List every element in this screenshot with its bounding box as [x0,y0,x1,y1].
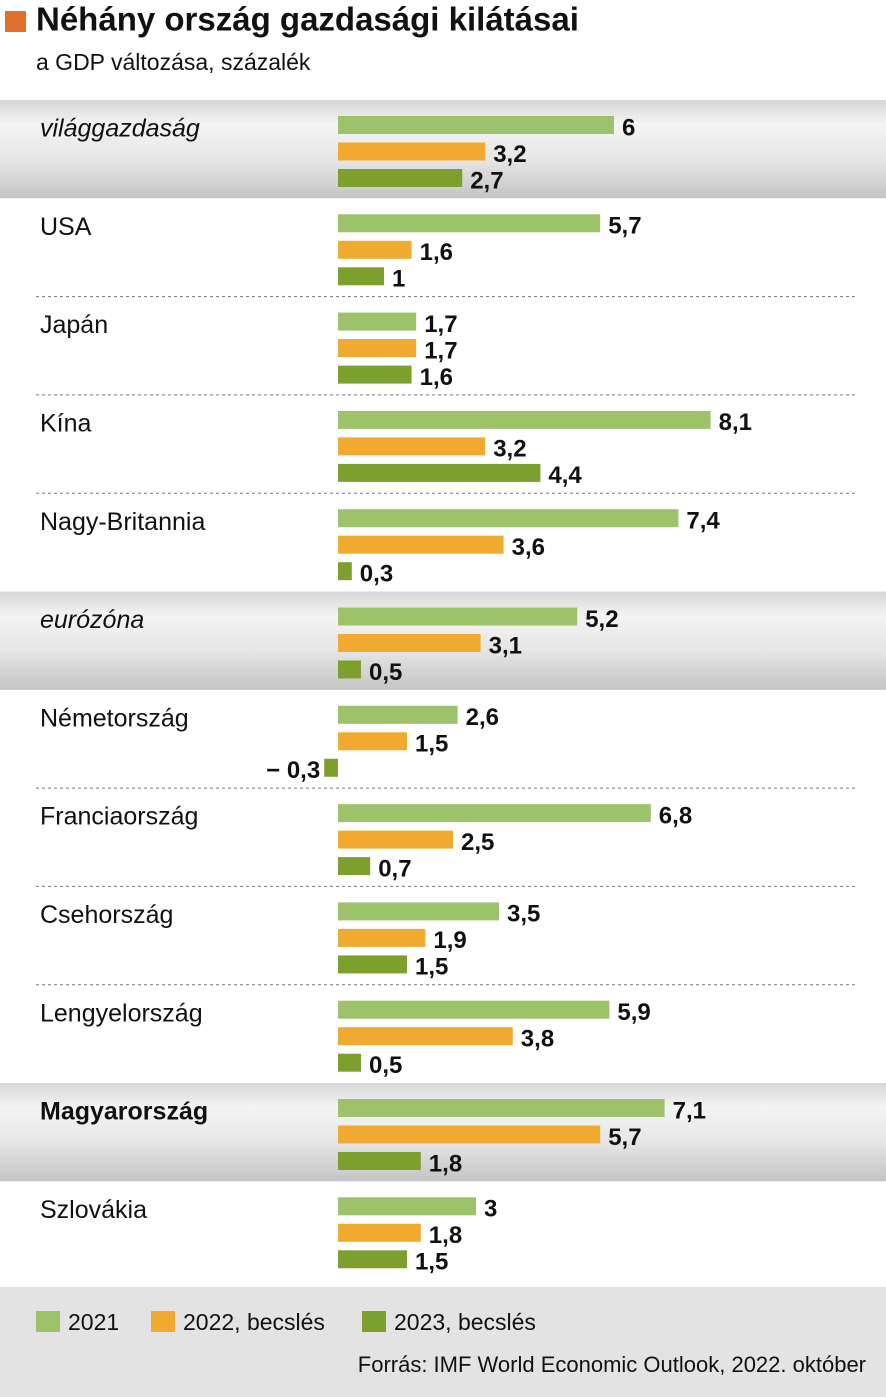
value-label: 2,6 [466,704,499,731]
value-label: 3,2 [493,436,526,463]
bar [338,634,481,652]
category-label: Kína [40,410,92,438]
value-label: 1,8 [429,1150,462,1177]
bar [338,1027,513,1046]
bar [338,955,407,974]
value-label: 1,8 [429,1222,462,1249]
bar [338,169,463,187]
value-label: 4,4 [548,462,582,489]
category-label: Csehország [40,901,173,929]
value-label: 3,8 [521,1026,554,1053]
value-label: 5,7 [608,213,641,240]
value-label: 1 [392,266,405,293]
category-label: Szlovákia [40,1196,147,1224]
bar [338,339,417,358]
category-label: Magyarország [40,1098,208,1126]
legend-swatch [151,1311,175,1332]
category-label: Németország [40,704,189,732]
category-label: eurózóna [40,606,144,634]
legend-swatch [36,1311,60,1332]
source: Forrás: IMF World Economic Outlook, 2022… [358,1352,866,1377]
value-label: − 0,3 [266,757,320,784]
category-label: világgazdaság [40,115,200,143]
bar [338,830,453,849]
value-label: 0,5 [369,659,402,686]
bar [338,116,614,134]
value-label: 1,6 [420,239,453,266]
value-label: 8,1 [719,409,752,436]
value-label: 5,7 [608,1124,641,1151]
value-label: 3 [484,1196,497,1223]
bar [338,1250,407,1269]
bar [338,1125,601,1144]
bar [338,902,499,921]
chart-subtitle: a GDP változása, százalék [36,49,311,75]
bar [338,928,426,947]
legend-background [0,1287,886,1397]
bar [338,804,651,823]
legend-label: 2021 [68,1309,119,1335]
bar [338,660,361,679]
chart-title: Néhány ország gazdasági kilátásai [36,1,579,38]
bar [338,240,412,259]
value-label: 7,4 [686,508,720,535]
legend-label: 2023, becslés [394,1309,536,1335]
bar [338,1000,610,1019]
bar [338,312,417,331]
bar [338,562,352,581]
value-label: 1,7 [424,337,457,364]
title-marker [5,11,26,32]
bar [338,705,458,724]
value-label: 7,1 [673,1097,706,1124]
value-label: 1,7 [424,311,457,338]
category-label: Nagy-Britannia [40,508,205,536]
category-label: Japán [40,311,108,339]
category-label: Lengyelország [40,999,203,1027]
bar [338,365,412,384]
bar [338,214,601,233]
bar [338,410,711,429]
value-label: 3,6 [512,534,545,561]
bar [338,857,371,876]
value-label: 1,9 [433,927,466,954]
bar [338,535,504,554]
value-label: 5,9 [617,999,650,1026]
bar [338,1197,476,1216]
value-label: 0,5 [369,1052,402,1079]
bar [338,437,486,456]
bar [338,1053,361,1072]
value-label: 5,2 [585,606,618,633]
value-label: 1,6 [420,364,453,391]
value-label: 6,8 [659,802,692,829]
value-label: 1,5 [415,954,448,981]
value-label: 1,5 [415,1249,448,1276]
bar [338,463,541,482]
bar [338,1099,665,1117]
bar [338,509,679,528]
value-label: 3,5 [507,901,540,928]
value-label: 3,1 [489,632,522,659]
bar [338,142,486,161]
legend-label: 2022, becslés [183,1309,325,1335]
bar [338,607,578,626]
bar [338,1152,421,1170]
bar [338,732,407,751]
value-label: 3,2 [493,141,526,168]
value-label: 0,7 [378,855,411,882]
value-label: 2,7 [470,167,503,194]
bar [338,267,384,286]
value-label: 1,5 [415,731,448,758]
category-label: Franciaország [40,803,198,831]
value-label: 0,3 [360,561,393,588]
category-label: USA [40,213,92,241]
value-label: 6 [622,114,635,141]
bar [324,758,338,777]
legend-swatch [362,1311,386,1332]
value-label: 2,5 [461,829,494,856]
bar [338,1223,421,1242]
